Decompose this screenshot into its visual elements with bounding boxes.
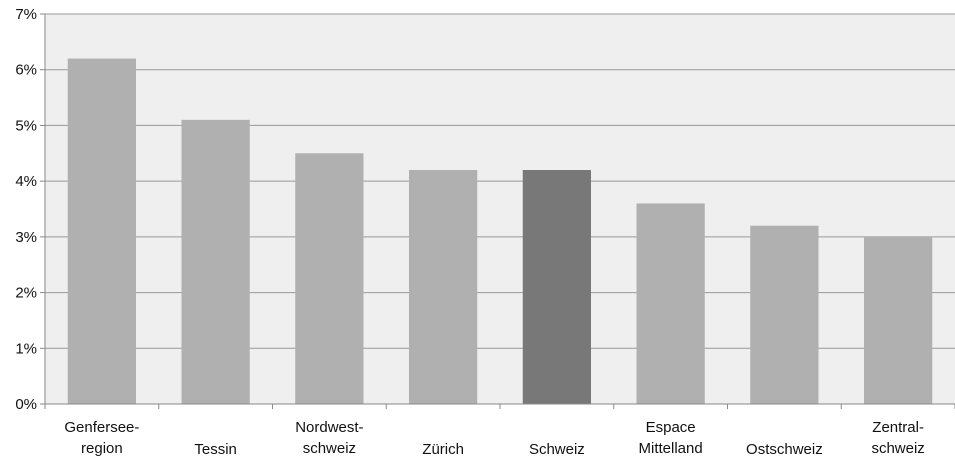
x-tick-label: Nordwest-schweiz [295, 419, 363, 457]
y-tick-label: 0% [15, 396, 37, 413]
y-axis: 0% 1% 2% 3% 4% 5% 6% 7% [15, 6, 46, 413]
bar [864, 236, 933, 404]
x-tick-label: Ostschweiz [746, 441, 823, 458]
bar [750, 225, 819, 404]
bars [67, 58, 933, 404]
bar [409, 170, 478, 404]
x-tick-label: Tessin [194, 441, 237, 458]
y-tick-label: 3% [15, 229, 37, 246]
bar [636, 203, 705, 404]
x-tick-label: Espace Mittelland [639, 419, 703, 457]
bar [67, 58, 136, 404]
y-tick-label: 5% [15, 117, 37, 134]
x-axis: Genfersee-region Tessin Nordwest-schweiz Zü… [44, 403, 955, 458]
y-tick-label: 7% [15, 6, 37, 23]
y-tick-label: 2% [15, 285, 37, 302]
bar [181, 119, 250, 404]
x-tick-label: Schweiz [529, 441, 585, 458]
y-tick-label: 4% [15, 173, 37, 190]
x-tick-label: Genfersee-region [64, 419, 139, 457]
bar [522, 170, 591, 404]
y-tick-label: 1% [15, 340, 37, 357]
y-tick-label: 6% [15, 62, 37, 79]
x-tick-label: Zentral-schweiz [871, 419, 924, 457]
x-tick-label: Zürich [422, 441, 464, 458]
bar [295, 153, 364, 404]
